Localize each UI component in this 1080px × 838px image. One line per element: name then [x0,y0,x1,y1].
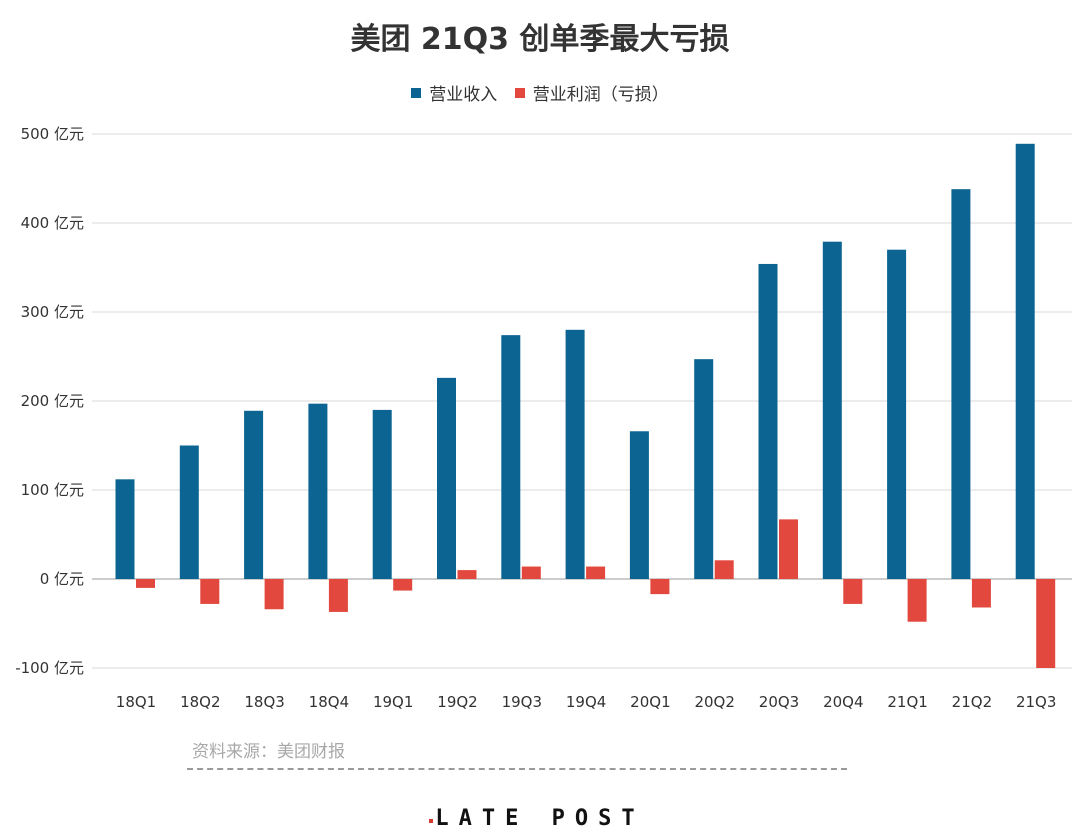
x-tick-label: 20Q2 [694,693,734,711]
y-tick-label: -100 亿元 [15,659,84,677]
dashed-divider [187,768,847,770]
bar-revenue [501,335,521,579]
bar-revenue [758,263,778,579]
x-tick-label: 18Q2 [180,693,220,711]
legend-item-profit: 营业利润（亏损） [514,80,669,105]
bar-profit [907,579,927,622]
bar-profit [264,579,284,610]
x-tick-label: 21Q3 [1016,693,1056,711]
bar-revenue [115,479,135,579]
bar-revenue [1015,143,1035,580]
y-tick-label: 500 亿元 [21,125,84,143]
bar-revenue [629,431,649,579]
chart-title: 美团 21Q3 创单季最大亏损 [350,22,730,57]
chart-legend: 营业收入 营业利润（亏损） [0,80,1080,105]
bar-revenue [308,403,328,579]
x-tick-label: 19Q2 [437,693,477,711]
y-tick-label: 300 亿元 [21,303,84,321]
bar-revenue [822,241,842,579]
x-tick-label: 19Q1 [373,693,413,711]
x-tick-label: 18Q3 [244,693,284,711]
x-tick-label: 18Q1 [116,693,156,711]
legend-item-revenue: 营业收入 [411,80,497,105]
y-tick-label: 200 亿元 [21,392,84,410]
x-tick-label: 21Q2 [952,693,992,711]
y-tick-label: 0 亿元 [40,570,84,588]
x-tick-label: 21Q1 [887,693,927,711]
x-tick-label: 19Q3 [502,693,542,711]
bar-profit [843,579,863,604]
bar-profit [650,579,670,595]
bar-revenue [887,249,907,579]
bar-profit [1036,579,1056,668]
bar-revenue [372,409,392,579]
x-tick-label: 20Q4 [823,693,863,711]
bar-revenue [179,445,199,579]
brand-accent-mark [429,819,433,823]
bar-revenue [244,410,264,579]
x-tick-label: 20Q3 [759,693,799,711]
x-tick-label: 18Q4 [309,693,349,711]
x-tick-label: 20Q1 [630,693,670,711]
legend-swatch-revenue [411,87,422,98]
bar-profit [457,570,477,579]
bar-chart: -100 亿元 0 亿元 100 亿元 200 亿元 300 亿元 400 亿元 500 亿… [15,125,1072,711]
bar-revenue [694,359,714,579]
bar-profit [200,579,220,604]
bar-profit [393,579,413,591]
bar-profit [971,579,991,608]
legend-label-revenue: 营业收入 [429,85,498,105]
bar-profit [521,566,541,579]
bar-profit [586,566,606,579]
bar-profit [136,579,155,588]
bar-revenue [565,329,585,579]
brand-logo: LATE POST [435,806,645,831]
bar-revenue [437,377,456,579]
legend-swatch-profit [514,87,525,98]
source-note: 资料来源：美团财报 [192,742,345,762]
bar-revenue [951,189,971,579]
y-tick-label: 400 亿元 [21,214,84,232]
y-tick-label: 100 亿元 [21,481,84,499]
legend-label-profit: 营业利润（亏损） [532,85,669,105]
bar-profit [328,579,348,612]
bar-profit [714,560,734,579]
x-tick-label: 19Q4 [566,693,606,711]
bar-profit [779,519,798,579]
